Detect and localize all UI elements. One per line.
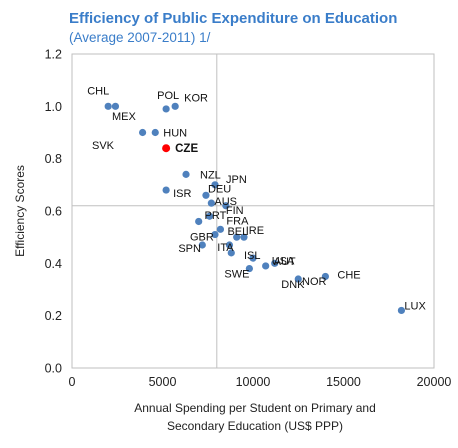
data-point — [171, 102, 179, 110]
data-point — [397, 306, 406, 315]
y-tick-label: 1.0 — [45, 100, 62, 114]
data-point — [227, 249, 235, 257]
data-point — [162, 105, 170, 113]
data-point — [262, 262, 270, 270]
data-point — [205, 212, 214, 220]
point-label-kor: KOR — [184, 92, 208, 104]
y-tick-label: 0.8 — [45, 152, 62, 166]
point-label-pol: POL — [157, 90, 179, 102]
data-point — [240, 233, 248, 241]
point-label-cze: CZE — [175, 143, 198, 155]
x-axis-ticks: 0 5000 10000 15000 20000 — [69, 375, 452, 389]
point-label-aus: AUS — [214, 196, 237, 208]
y-tick-label: 0.2 — [45, 309, 62, 323]
data-points — [104, 102, 406, 315]
point-label-dnk: DNK — [281, 279, 305, 291]
y-axis-label: Efficiency Scores — [13, 165, 27, 257]
data-point — [207, 199, 215, 207]
data-point — [294, 275, 302, 283]
plot-frame — [71, 53, 435, 369]
point-label-fin: FIN — [226, 205, 244, 217]
point-label-jpn: JPN — [226, 174, 247, 186]
data-point — [211, 181, 219, 189]
data-point — [245, 264, 253, 273]
point-label-usa: USA — [272, 255, 295, 267]
data-point — [211, 230, 219, 239]
data-point — [138, 128, 147, 137]
point-label-che: CHE — [337, 269, 360, 281]
point-label-prt: PRT — [205, 210, 227, 222]
point-label-svk: SVK — [92, 140, 115, 152]
data-point — [111, 102, 120, 110]
point-label-isr: ISR — [173, 188, 191, 200]
point-label-ita: ITA — [217, 242, 234, 254]
data-point — [195, 217, 203, 226]
x-tick-label: 10000 — [236, 375, 271, 389]
point-label-hun: HUN — [163, 128, 187, 140]
point-label-aut: AUT — [274, 256, 296, 268]
data-point — [202, 191, 210, 199]
data-point — [216, 225, 225, 233]
point-label-isl: ISL — [244, 250, 261, 262]
data-point — [104, 102, 112, 110]
x-tick-label: 20000 — [417, 375, 452, 389]
data-point — [233, 233, 241, 241]
data-point — [222, 202, 230, 210]
point-label-spn: SPN — [178, 243, 201, 255]
point-label-nzl: NZL — [200, 169, 221, 181]
point-label-ire: IRE — [246, 225, 264, 237]
x-tick-label: 5000 — [149, 375, 177, 389]
y-axis-ticks: 0.0 0.2 0.4 0.6 0.8 1.0 1.2 — [45, 48, 62, 376]
point-label-chl: CHL — [87, 85, 109, 97]
y-tick-label: 0.4 — [45, 257, 62, 271]
data-point — [162, 186, 170, 194]
x-axis-label-line1: Annual Spending per Student on Primary a… — [134, 401, 376, 415]
x-axis-label-line2: Secondary Education (US$ PPP) — [167, 419, 343, 433]
data-point — [249, 254, 257, 262]
point-label-nor: NOR — [302, 276, 327, 288]
point-label-mex: MEX — [112, 111, 137, 123]
data-point — [225, 241, 234, 249]
point-label-deu: DEU — [208, 183, 231, 195]
data-point — [151, 128, 159, 137]
x-tick-label: 15000 — [326, 375, 361, 389]
data-point — [321, 272, 329, 281]
data-point — [198, 241, 206, 249]
point-label-lux: LUX — [404, 300, 426, 312]
highlight-point — [162, 144, 171, 153]
point-label-bel: BEL — [227, 226, 248, 238]
x-tick-label: 0 — [69, 375, 76, 389]
chart-subtitle: (Average 2007-2011) 1/ — [69, 30, 211, 45]
point-label-gbr: GBR — [190, 232, 214, 244]
point-label-swe: SWE — [224, 269, 249, 281]
y-tick-label: 0.0 — [45, 362, 62, 376]
y-tick-label: 1.2 — [45, 48, 62, 62]
point-label-fra: FRA — [226, 215, 249, 227]
data-point — [271, 259, 279, 267]
y-tick-label: 0.6 — [45, 205, 62, 219]
plot-area — [71, 53, 435, 369]
chart-title: Efficiency of Public Expenditure on Educ… — [69, 10, 397, 27]
data-point — [182, 170, 190, 178]
